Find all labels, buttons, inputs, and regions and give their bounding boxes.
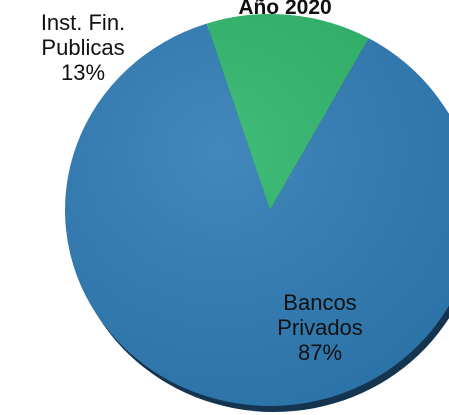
slice-label-line: Inst. Fin. (40, 10, 126, 35)
slice-label-bancos-privados: Bancos Privados 87% (245, 290, 395, 365)
slice-label-inst-fin-publicas: Inst. Fin. Publicas 13% (8, 10, 158, 85)
slice-label-line: Privados (277, 315, 363, 341)
slice-value-label: 87% (297, 340, 343, 366)
slice-label-line: Bancos (283, 290, 357, 315)
chart-title: Año 2020 (238, 0, 332, 19)
slice-label-line: Publicas (41, 35, 125, 61)
pie-shading (65, 14, 449, 406)
slice-value-label: 13% (60, 60, 106, 86)
